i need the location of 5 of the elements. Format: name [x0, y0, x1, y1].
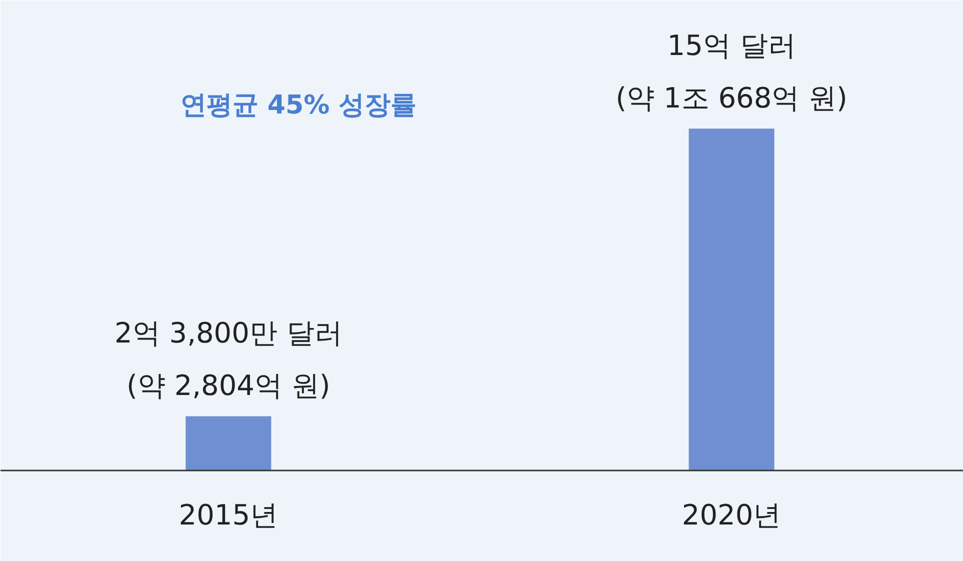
x-tick-label: 2015년	[178, 498, 278, 532]
data-label: 2억 3,800만 달러 (약 2,804억 원)	[114, 316, 342, 402]
text: 연평균 45% 성장률	[180, 90, 417, 120]
x-tick-label: 2020년	[682, 498, 782, 532]
data-label: 15억 달러 (약 1조 668억 원)	[616, 28, 848, 115]
